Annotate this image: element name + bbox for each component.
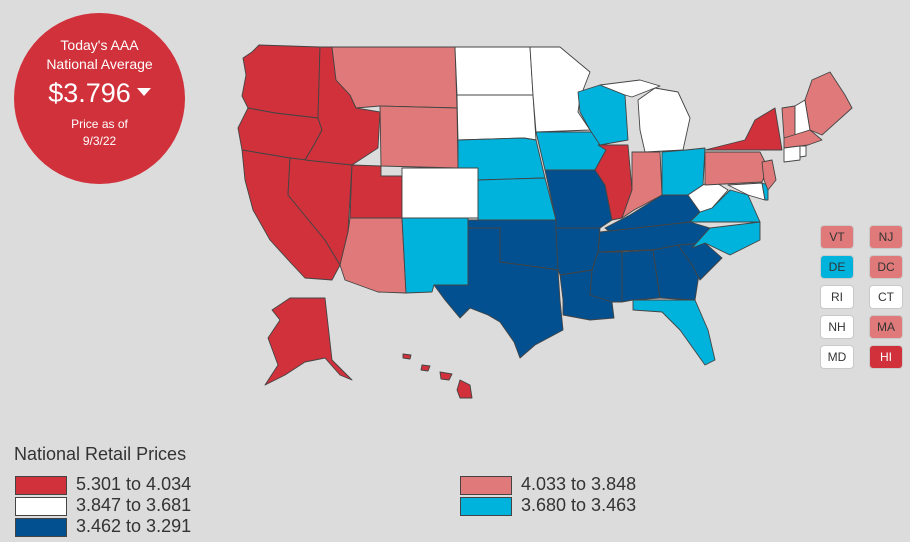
legend-title: National Retail Prices (14, 444, 187, 464)
state-in[interactable] (621, 151, 663, 219)
badge-title-line2: National Average (46, 56, 153, 72)
legend-swatch (460, 497, 512, 516)
legend-label: 3.847 to 3.681 (76, 495, 192, 515)
badge-title-line1: Today's AAA (60, 37, 139, 53)
state-ak[interactable] (264, 297, 353, 386)
state-hi-kauai[interactable] (402, 353, 412, 360)
badge-date: 9/3/22 (82, 134, 117, 148)
small-state-ma[interactable]: MA (869, 315, 903, 339)
state-hi-big[interactable] (456, 379, 473, 399)
state-ks[interactable] (477, 177, 557, 221)
national-average-badge[interactable]: Today's AAA National Average $3.796 Pric… (14, 13, 185, 184)
legend-swatch (15, 497, 67, 516)
legend-swatch (15, 476, 67, 495)
state-az[interactable] (339, 217, 407, 294)
state-ma[interactable] (783, 129, 823, 149)
legend-label: 3.462 to 3.291 (76, 516, 192, 536)
small-state-dc[interactable]: DC (869, 255, 903, 279)
state-sd[interactable] (456, 94, 537, 141)
state-ut[interactable] (349, 164, 403, 219)
state-mi-up[interactable] (599, 79, 661, 98)
small-state-de[interactable]: DE (820, 255, 854, 279)
state-il[interactable] (594, 144, 633, 221)
state-al[interactable] (621, 249, 661, 303)
state-fl[interactable] (632, 299, 716, 366)
price-value: $3.796 (48, 78, 131, 108)
state-nm[interactable] (401, 217, 469, 294)
state-pa[interactable] (704, 151, 769, 186)
state-hi-maui[interactable] (439, 371, 453, 381)
state-mi[interactable] (637, 87, 691, 153)
small-state-md[interactable]: MD (820, 345, 854, 369)
legend-swatch (15, 518, 67, 537)
legend-label: 3.680 to 3.463 (521, 495, 637, 515)
state-nd[interactable] (454, 46, 534, 96)
small-state-hi[interactable]: HI (869, 345, 903, 369)
caret-down-icon[interactable] (136, 87, 151, 96)
state-me[interactable] (804, 71, 853, 136)
state-mn[interactable] (529, 46, 591, 133)
small-state-nj[interactable]: NJ (869, 225, 903, 249)
legend-label: 5.301 to 4.034 (76, 474, 192, 494)
small-state-vt[interactable]: VT (820, 225, 854, 249)
badge-date-label: Price as of (71, 117, 128, 131)
small-state-nh[interactable]: NH (820, 315, 854, 339)
state-co[interactable] (401, 167, 479, 219)
legend-label: 4.033 to 3.848 (521, 474, 637, 494)
state-ny[interactable] (704, 107, 783, 151)
state-wa[interactable] (241, 44, 321, 119)
national-average-price[interactable]: $3.796 (14, 76, 185, 110)
state-wv[interactable] (687, 179, 729, 213)
state-wy[interactable] (379, 105, 459, 169)
state-tx[interactable] (433, 227, 564, 359)
state-ct[interactable] (783, 145, 801, 163)
state-nj[interactable] (761, 159, 777, 191)
state-nc[interactable] (691, 221, 761, 256)
legend-swatch (460, 476, 512, 495)
small-state-ri[interactable]: RI (820, 285, 854, 309)
small-state-ct[interactable]: CT (869, 285, 903, 309)
state-ri[interactable] (799, 145, 807, 158)
state-hi-oahu[interactable] (420, 364, 431, 372)
state-vt[interactable] (781, 105, 796, 139)
